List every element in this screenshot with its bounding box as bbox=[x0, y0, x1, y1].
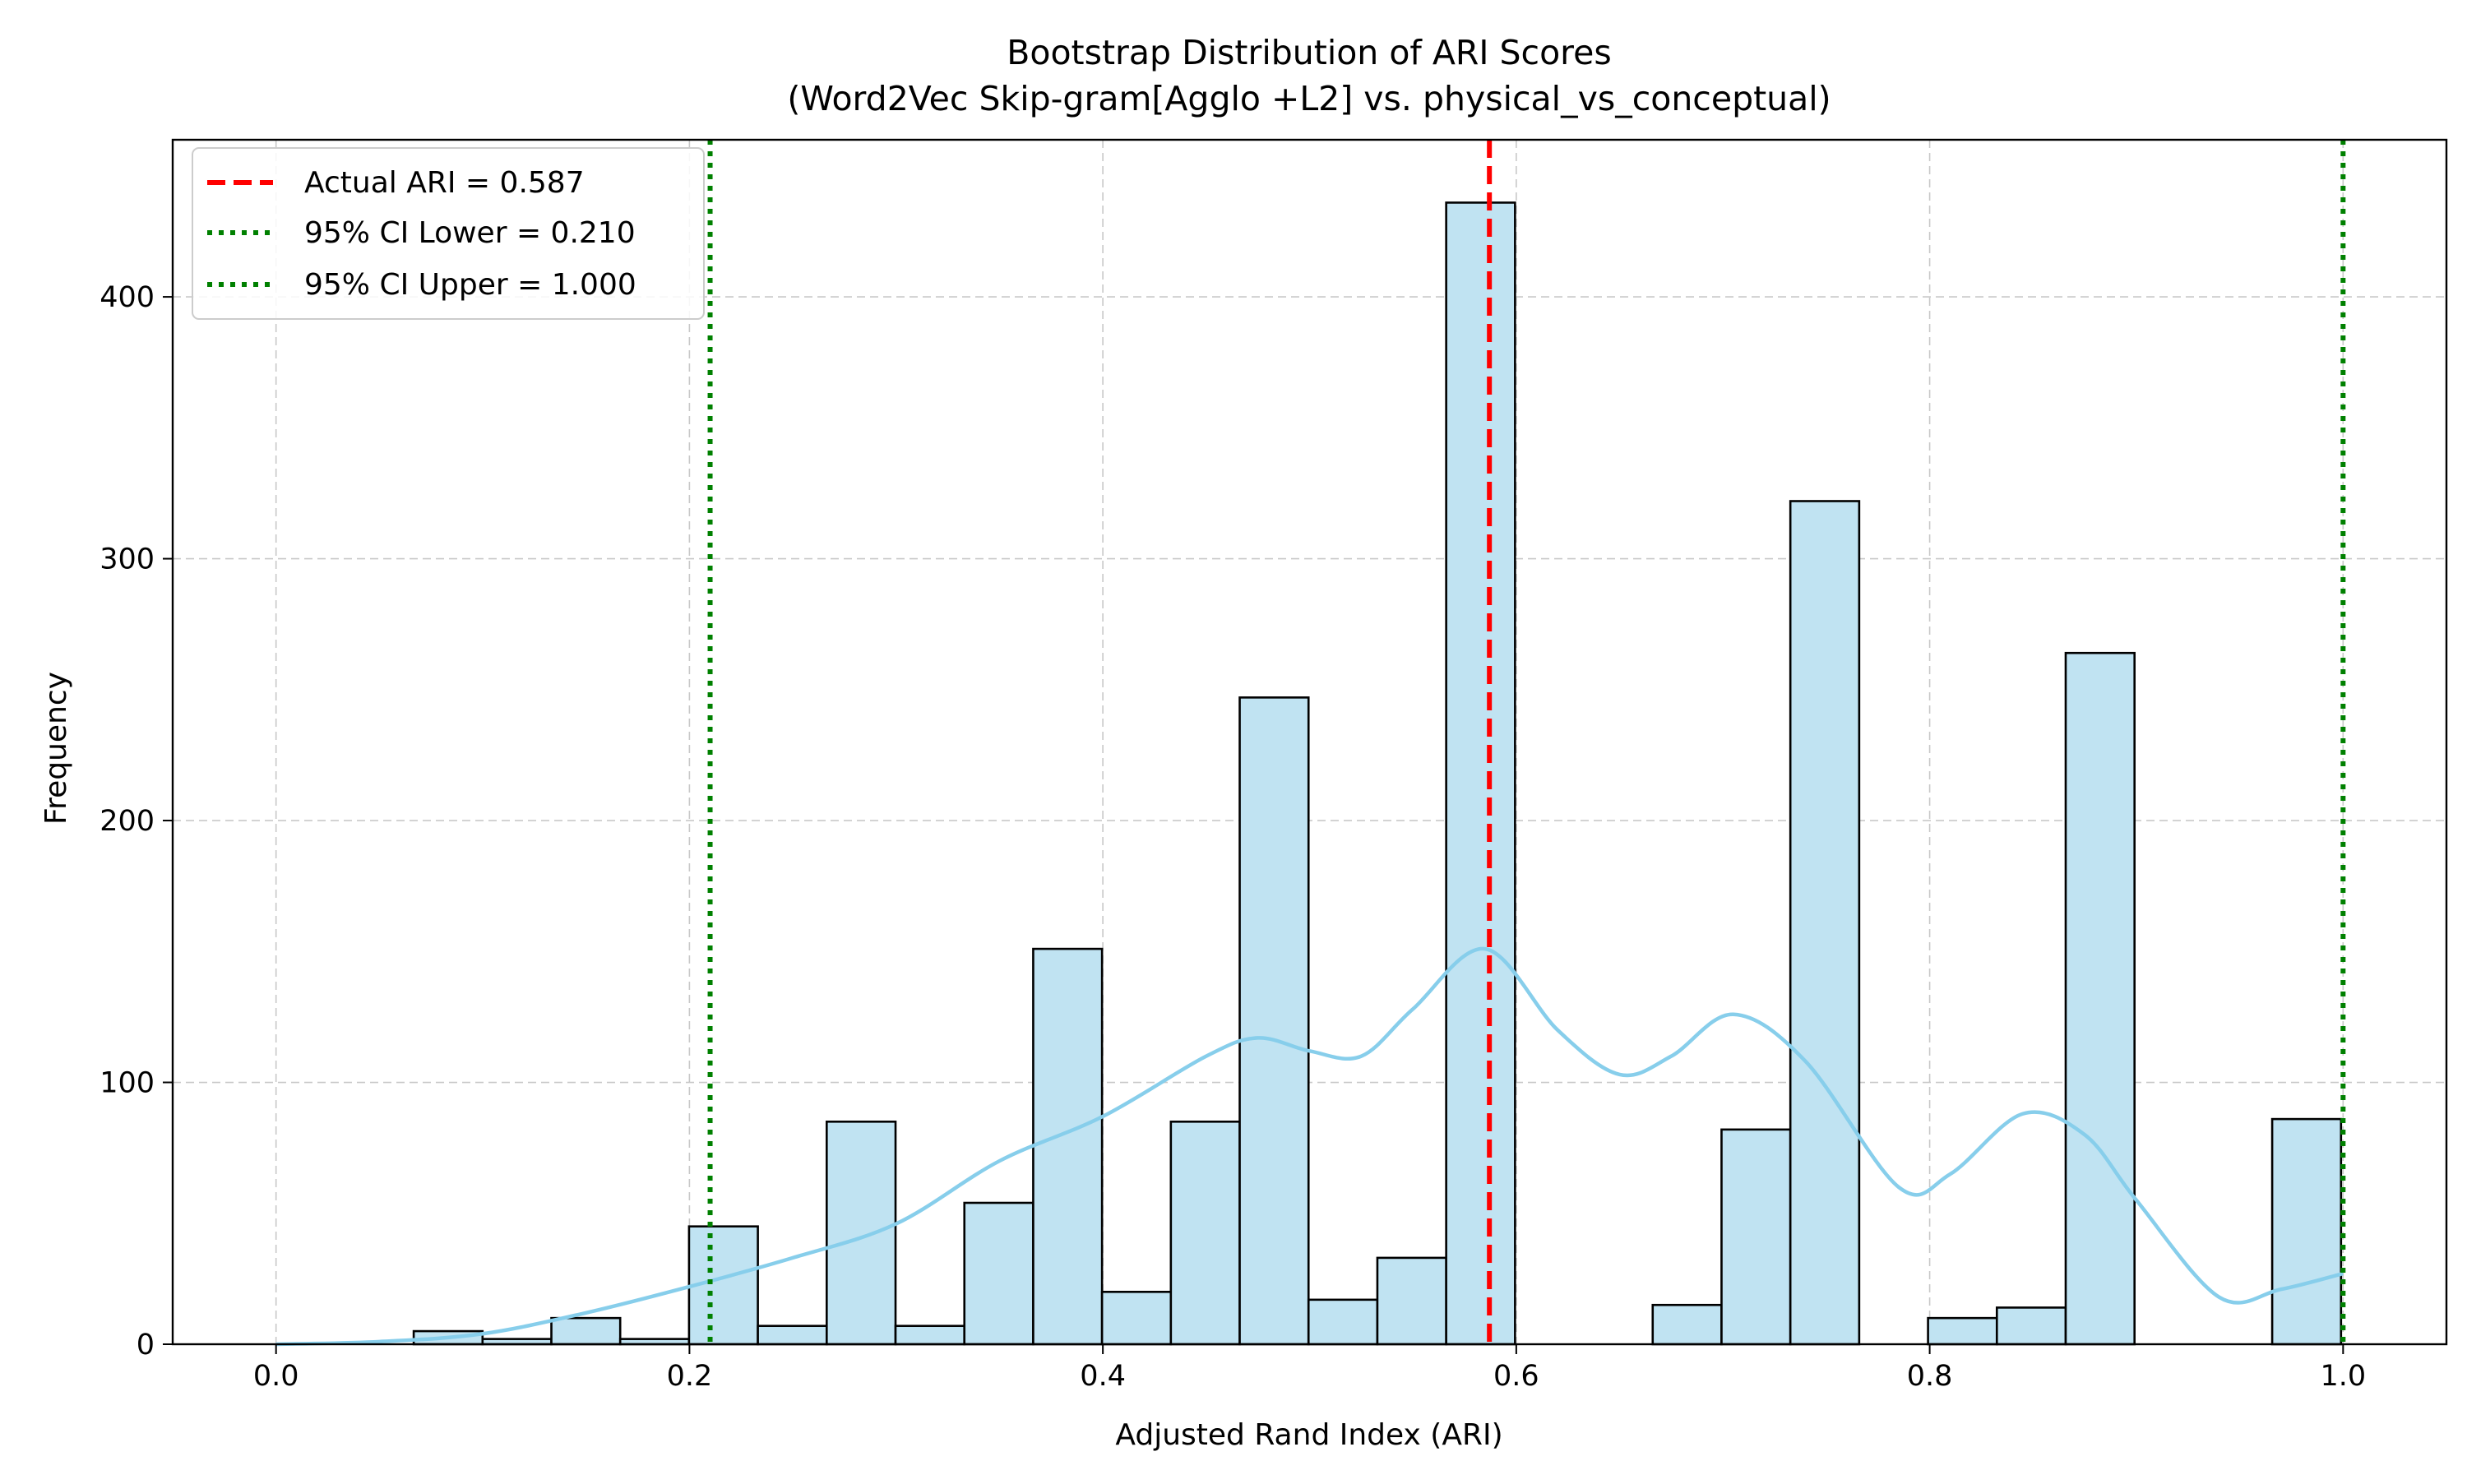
reference-lines-layer bbox=[707, 140, 2346, 1344]
legend-label-actual: Actual ARI = 0.587 bbox=[304, 166, 585, 200]
histogram-bar bbox=[1238, 696, 1310, 1346]
histogram-bar bbox=[826, 1120, 897, 1346]
y-tick-label: 0 bbox=[137, 1329, 155, 1361]
histogram-bar bbox=[1032, 947, 1104, 1346]
histogram-bar bbox=[1307, 1298, 1379, 1346]
histogram-bar bbox=[1651, 1303, 1723, 1346]
histogram-bar bbox=[894, 1325, 966, 1346]
y-tick-label: 400 bbox=[100, 281, 155, 314]
y-tick-label: 200 bbox=[100, 805, 155, 838]
histogram-bar bbox=[550, 1316, 622, 1346]
histogram-bar bbox=[2064, 651, 2136, 1346]
histogram-bar bbox=[1376, 1256, 1447, 1346]
legend-label-ci-lower: 95% CI Lower = 0.210 bbox=[304, 216, 636, 250]
histogram-bar bbox=[1789, 500, 1861, 1346]
x-tick-label: 0.8 bbox=[1907, 1360, 1953, 1393]
x-tick-label: 1.0 bbox=[2320, 1360, 2366, 1393]
legend: Actual ARI = 0.587 95% CI Lower = 0.210 … bbox=[192, 147, 705, 320]
legend-label-ci-upper: 95% CI Upper = 1.000 bbox=[304, 268, 636, 302]
histogram-bar bbox=[1169, 1120, 1241, 1346]
legend-box bbox=[192, 147, 705, 320]
x-tick-label: 0.0 bbox=[253, 1360, 299, 1393]
y-axis-label: Frequency bbox=[39, 672, 73, 825]
histogram-bar bbox=[1100, 1291, 1173, 1346]
ticks-layer: 0.0 0.2 0.4 0.6 0.8 1.0 0 100 200 300 400 bbox=[100, 281, 2366, 1393]
y-tick-label: 300 bbox=[100, 543, 155, 576]
histogram-bar bbox=[2270, 1117, 2343, 1346]
histogram-bar bbox=[687, 1225, 759, 1346]
histogram-bar bbox=[1995, 1306, 2067, 1346]
x-tick-label: 0.6 bbox=[1493, 1360, 1539, 1393]
chart-title: Bootstrap Distribution of ARI Scores bbox=[1007, 33, 1611, 72]
y-tick-label: 100 bbox=[100, 1067, 155, 1100]
plot-frame bbox=[171, 138, 2448, 1346]
x-tick-label: 0.2 bbox=[667, 1360, 713, 1393]
chart-subtitle: (Word2Vec Skip-gram[Agglo +L2] vs. physi… bbox=[787, 79, 1831, 118]
histogram-bar bbox=[757, 1325, 828, 1346]
x-tick-label: 0.4 bbox=[1080, 1360, 1126, 1393]
histogram-bar bbox=[1720, 1128, 1792, 1346]
bars-layer bbox=[412, 201, 2343, 1346]
histogram-bar bbox=[1445, 201, 1516, 1346]
kde-layer bbox=[275, 946, 2344, 1347]
histogram-bar bbox=[963, 1201, 1034, 1346]
kde-curve bbox=[275, 946, 2344, 1347]
x-axis-label: Adjusted Rand Index (ARI) bbox=[1115, 1418, 1502, 1452]
histogram-bar bbox=[1927, 1316, 1998, 1346]
